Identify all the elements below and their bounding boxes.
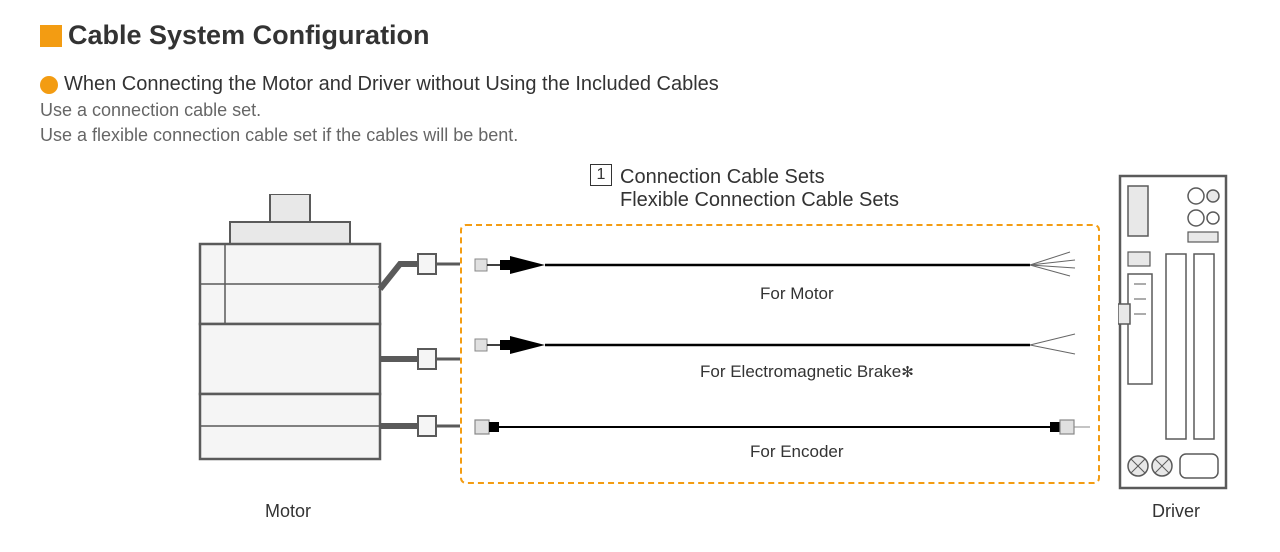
circle-bullet-icon — [40, 76, 58, 94]
body-line-2: Use a flexible connection cable set if t… — [40, 123, 1240, 148]
body-text: Use a connection cable set. Use a flexib… — [40, 98, 1240, 148]
square-bullet-icon — [40, 25, 62, 47]
title-row: Cable System Configuration — [40, 20, 1240, 51]
legend-number-box: 1 — [590, 164, 612, 186]
page-title: Cable System Configuration — [68, 20, 430, 51]
driver-label: Driver — [1152, 501, 1200, 522]
cable1-label: For Motor — [760, 284, 834, 304]
diagram-area: 1 Connection Cable Sets Flexible Connect… — [40, 164, 1240, 524]
cable-set-title: Connection Cable Sets Flexible Connectio… — [620, 166, 899, 212]
cable-set-title-2: Flexible Connection Cable Sets — [620, 189, 899, 212]
motor-label: Motor — [265, 501, 311, 522]
subtitle-row: When Connecting the Motor and Driver wit… — [40, 73, 1240, 96]
driver-illustration — [1118, 174, 1228, 494]
cable-set-title-1: Connection Cable Sets — [620, 166, 899, 189]
cable2-label-text: For Electromagnetic Brake — [700, 362, 901, 381]
body-line-1: Use a connection cable set. — [40, 98, 1240, 123]
motor-illustration — [160, 194, 460, 494]
section-subtitle: When Connecting the Motor and Driver wit… — [64, 73, 719, 96]
legend-number: 1 — [597, 166, 606, 184]
cable2-label: For Electromagnetic Brake✻ — [700, 362, 914, 382]
cable3-label: For Encoder — [750, 442, 844, 462]
asterisk-icon: ✻ — [901, 364, 914, 381]
